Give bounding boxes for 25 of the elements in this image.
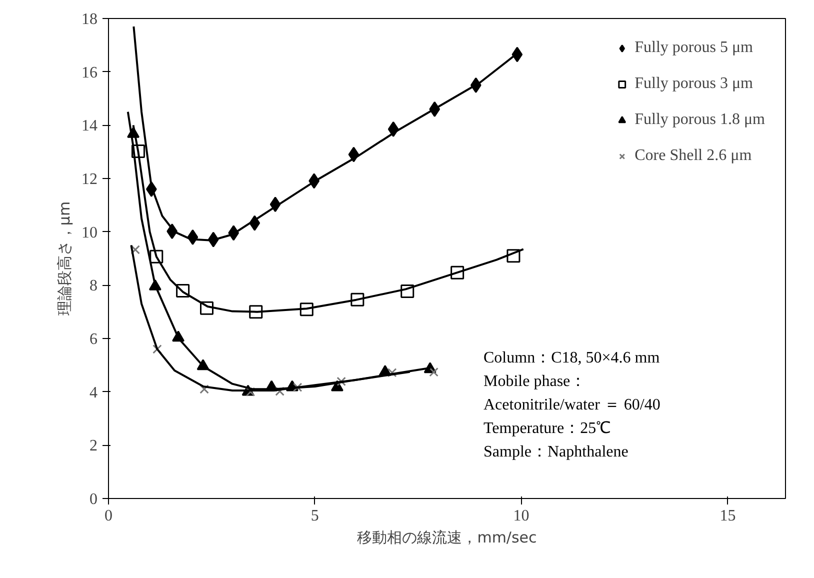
x-axis-title: 移動相の線流速，mm/sec [357,528,537,546]
y-tick-label: 14 [82,118,98,135]
annotation: Acetonitrile/water ＝ 60/40 [484,396,660,414]
x-tick-label: 15 [720,508,736,524]
legend-label: Fully porous 1.8 μm [634,111,765,129]
annotation: Mobile phase： [484,373,586,390]
annotation: Column：C18, 50×4.6 mm [484,350,660,366]
y-tick-label: 6 [90,331,98,348]
legend-label: Fully porous 5 μm [634,39,753,57]
y-tick-label: 4 [90,384,98,402]
x-tick-label: 5 [310,508,319,524]
annotation: Sample：Naphthalene [484,444,628,460]
y-tick-label: 8 [90,278,98,295]
x-tick-label: 10 [513,508,530,524]
y-tick-label: 18 [82,11,98,28]
y-axis-title: 理論段高さ，μm [56,201,74,316]
legend-label: Core Shell 2.6 μm [634,147,752,165]
annotation: Temperature：25℃ [484,420,612,437]
y-tick-label: 12 [82,171,98,188]
y-tick-label: 0 [90,491,98,508]
y-tick-label: 16 [82,64,98,82]
x-tick-label: 0 [104,508,112,524]
y-tick-label: 2 [90,438,98,455]
legend-label: Fully porous 3 μm [634,75,753,93]
y-tick-label: 10 [82,224,98,242]
